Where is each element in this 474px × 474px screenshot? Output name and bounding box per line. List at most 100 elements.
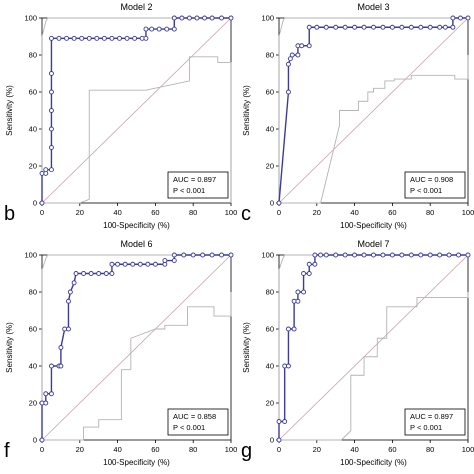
roc-point <box>109 271 115 276</box>
roc-point <box>67 289 73 295</box>
y-tick-label: 0 <box>270 436 274 445</box>
y-tick-label: 0 <box>270 199 274 208</box>
roc-point <box>156 26 162 32</box>
roc-point <box>299 43 305 49</box>
y-tick-label: 40 <box>266 125 274 134</box>
roc-point <box>122 261 128 267</box>
p-value: P < 0.001 <box>173 186 205 195</box>
roc-point <box>306 271 312 276</box>
lower-ci-line <box>42 56 232 204</box>
y-tick-label: 40 <box>266 362 274 371</box>
x-tick-label: 20 <box>313 445 321 454</box>
y-tick-label: 60 <box>266 325 274 334</box>
roc-point <box>314 24 320 30</box>
y-tick-label: 60 <box>29 325 37 334</box>
roc-point <box>171 15 177 21</box>
roc-panel-c: Model 3 0 20 40 60 80 100 0 20 40 60 80 100 100-Speci… <box>241 2 474 230</box>
roc-point <box>301 289 307 295</box>
x-tick-label: 20 <box>76 445 84 454</box>
roc-point <box>190 252 196 258</box>
y-tick-label: 0 <box>33 199 37 208</box>
roc-point <box>130 261 136 267</box>
roc-panel-g: Model 7 0 20 40 60 80 100 0 20 40 60 80 100 100-Speci… <box>241 239 474 467</box>
roc-point <box>399 24 405 30</box>
y-tick-label: 20 <box>266 162 274 171</box>
roc-point <box>295 52 301 58</box>
auc-box <box>167 171 229 199</box>
x-axis-label: 100-Specificity (%) <box>340 458 407 467</box>
y-tick-label: 80 <box>29 51 37 60</box>
roc-point <box>312 261 318 267</box>
auc-value: AUC = 0.897 <box>410 412 453 421</box>
roc-point <box>380 24 386 30</box>
roc-point <box>342 24 348 30</box>
y-axis-label: Sensitivity (%) <box>242 85 251 136</box>
reference-diagonal-line <box>278 254 469 441</box>
roc-point <box>301 271 307 276</box>
roc-point <box>86 35 92 41</box>
chart-title: Model 3 <box>357 2 389 12</box>
p-value: P < 0.001 <box>173 423 205 432</box>
roc-point <box>103 271 109 276</box>
roc-point <box>437 24 443 30</box>
roc-point <box>49 89 54 95</box>
roc-point <box>456 252 462 258</box>
x-tick-label: 0 <box>277 208 281 217</box>
roc-point <box>465 252 471 258</box>
upper-ci-line <box>278 17 468 203</box>
roc-point <box>39 200 45 206</box>
roc-point <box>333 24 339 30</box>
roc-point <box>437 252 443 258</box>
y-tick-label: 20 <box>29 162 37 171</box>
roc-point <box>306 24 312 30</box>
y-axis-label: Sensitivity (%) <box>242 322 251 373</box>
roc-point <box>306 43 312 49</box>
p-value: P < 0.001 <box>410 186 442 195</box>
roc-point <box>457 15 463 21</box>
roc-point <box>276 437 282 443</box>
roc-point <box>143 26 149 32</box>
roc-point <box>145 261 151 267</box>
x-axis-label: 100-Specificity (%) <box>340 221 407 230</box>
y-tick-label: 100 <box>261 14 274 23</box>
roc-point <box>94 35 100 41</box>
roc-point <box>342 252 348 258</box>
roc-point <box>49 145 54 150</box>
auc-value: AUC = 0.908 <box>410 175 453 184</box>
x-tick-label: 80 <box>189 445 197 454</box>
x-tick-label: 80 <box>426 208 434 217</box>
roc-point <box>73 271 79 276</box>
auc-box <box>404 171 466 199</box>
y-tick-label: 40 <box>29 125 37 134</box>
roc-point <box>202 15 207 21</box>
x-tick-label: 100 <box>462 445 474 454</box>
lower-ci-line <box>279 292 469 441</box>
roc-point <box>181 252 187 258</box>
roc-point <box>287 56 293 62</box>
x-tick-label: 80 <box>426 445 434 454</box>
roc-point <box>43 400 49 406</box>
panel-letter: c <box>241 203 251 225</box>
x-tick-label: 100 <box>462 208 474 217</box>
lower-ci-line <box>279 55 469 204</box>
y-tick-label: 60 <box>266 88 274 97</box>
roc-point <box>209 252 215 258</box>
roc-panel-b: Model 2 0 20 40 60 80 100 0 20 40 60 80 100 100-Speci… <box>4 2 237 230</box>
roc-point <box>450 24 456 30</box>
roc-point <box>109 35 115 41</box>
roc-point <box>171 26 177 32</box>
roc-point <box>418 24 424 30</box>
x-tick-label: 100 <box>225 208 238 217</box>
roc-point <box>442 24 448 30</box>
x-tick-label: 20 <box>313 208 321 217</box>
auc-value: AUC = 0.897 <box>173 175 216 184</box>
x-axis-label: 100-Specificity (%) <box>103 221 170 230</box>
roc-point <box>291 326 297 332</box>
x-tick-label: 100 <box>225 445 238 454</box>
roc-point <box>352 24 358 30</box>
x-tick-label: 60 <box>151 208 159 217</box>
roc-point <box>286 363 291 369</box>
x-axis-label: 100-Specificity (%) <box>103 458 170 467</box>
roc-point <box>276 200 282 206</box>
x-tick-label: 0 <box>40 445 44 454</box>
